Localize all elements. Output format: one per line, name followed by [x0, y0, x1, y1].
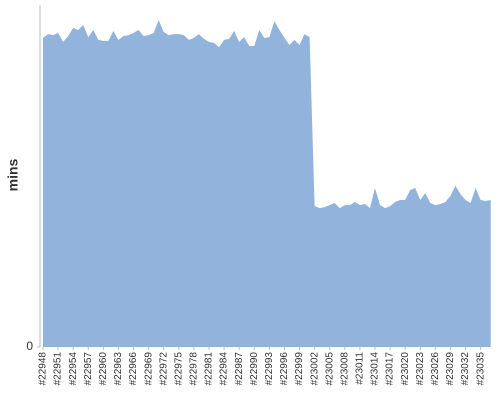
x-tick-label: #23002 — [309, 352, 320, 386]
x-tick-label: #22969 — [143, 352, 154, 386]
x-tick-label: #22975 — [173, 352, 184, 386]
x-tick-label: #22948 — [38, 352, 49, 386]
x-tick-label: #22972 — [158, 352, 169, 386]
x-tick-label: #22999 — [294, 352, 305, 386]
x-tick-label: #23029 — [445, 352, 456, 386]
x-tick-label: #23017 — [385, 352, 396, 386]
x-tick-label: #22996 — [279, 352, 290, 386]
x-tick-label: #22987 — [234, 352, 245, 386]
x-tick-label: #22960 — [98, 352, 109, 386]
x-tick-label: #22993 — [264, 352, 275, 386]
x-tick-label: #22954 — [68, 352, 79, 386]
x-tick-label: #22981 — [204, 352, 215, 386]
x-tick-label: #22951 — [53, 352, 64, 386]
x-tick-label: #23020 — [400, 352, 411, 386]
x-tick-label: #23032 — [460, 352, 471, 386]
y-tick-label: 0 — [26, 339, 33, 353]
y-axis-label: mins — [5, 158, 21, 191]
x-tick-label: #22966 — [128, 352, 139, 386]
x-tick-label: #23023 — [415, 352, 426, 386]
x-tick-label: #23026 — [430, 352, 441, 386]
x-tick-label: #23011 — [355, 352, 366, 385]
x-tick-label: #22963 — [113, 352, 124, 386]
x-tick-label: #22990 — [249, 352, 260, 386]
x-tick-label: #22984 — [219, 352, 230, 386]
x-tick-label: #23008 — [339, 352, 350, 386]
x-tick-label: #23035 — [475, 352, 486, 386]
area — [43, 20, 491, 347]
x-tick-label: #22978 — [189, 352, 200, 386]
x-tick-label: #23014 — [370, 352, 381, 386]
x-tick-label: #22957 — [83, 352, 94, 386]
x-tick-label: #23005 — [324, 352, 335, 386]
